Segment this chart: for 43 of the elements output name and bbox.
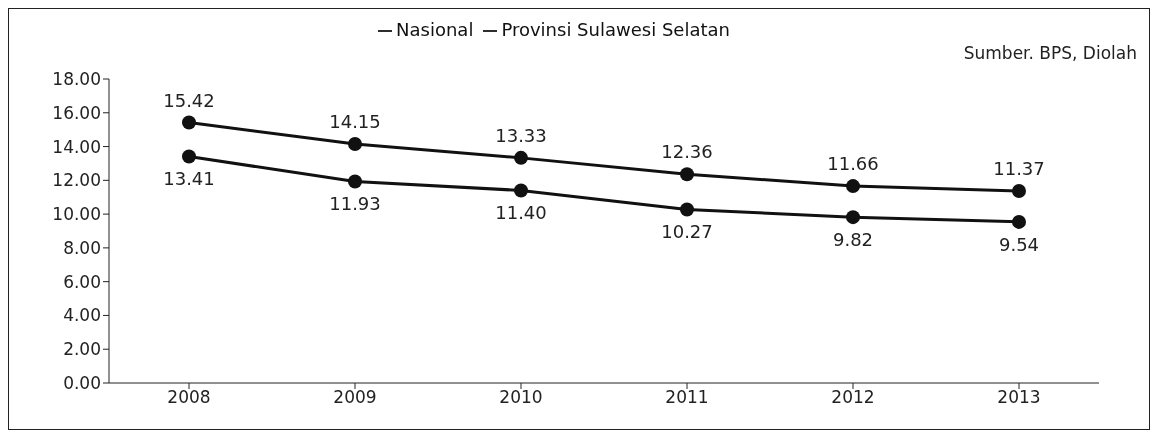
point xyxy=(514,150,528,165)
data-label: 11.40 xyxy=(495,202,547,224)
data-label: 11.93 xyxy=(329,193,381,215)
data-label: 14.15 xyxy=(329,111,381,133)
point xyxy=(846,179,860,194)
y-tick-label: 14.00 xyxy=(52,136,101,157)
data-label: 13.33 xyxy=(495,124,547,146)
x-tick-label: 2008 xyxy=(167,387,211,408)
data-label: 13.41 xyxy=(163,168,215,190)
data-label: 9.54 xyxy=(998,233,1040,255)
y-tick-label: 4.00 xyxy=(63,305,101,326)
y-tick-label: 16.00 xyxy=(52,102,101,123)
point xyxy=(348,137,362,152)
data-label: 12.36 xyxy=(661,141,713,163)
y-tick-label: 2.00 xyxy=(63,339,101,360)
point xyxy=(514,183,528,198)
data-label: 9.82 xyxy=(832,228,874,250)
data-label: 15.42 xyxy=(163,89,215,111)
x-tick-label: 2009 xyxy=(333,387,377,408)
y-tick-label: 8.00 xyxy=(63,237,101,258)
data-label: 11.37 xyxy=(993,157,1045,179)
legend-label: Provinsi Sulawesi Selatan xyxy=(501,19,730,40)
point xyxy=(846,210,860,225)
data-label: 10.27 xyxy=(661,221,713,243)
point xyxy=(182,149,196,164)
y-tick-label: 18.00 xyxy=(52,69,101,90)
x-tick-label: 2013 xyxy=(997,387,1041,408)
y-tick-label: 10.00 xyxy=(52,204,101,225)
y-tick-label: 0.00 xyxy=(63,373,101,394)
x-tick-label: 2010 xyxy=(499,387,543,408)
x-tick-label: 2011 xyxy=(665,387,709,408)
text: Sumber. BPS, Diolah xyxy=(963,43,1137,63)
point xyxy=(1012,214,1026,229)
point xyxy=(1012,183,1026,198)
point xyxy=(348,174,362,189)
point xyxy=(680,202,694,217)
point xyxy=(680,167,694,182)
point xyxy=(182,115,196,130)
legend-label: Nasional xyxy=(396,19,474,40)
y-tick-label: 6.00 xyxy=(63,271,101,292)
y-tick-label: 12.00 xyxy=(52,170,101,191)
x-tick-label: 2012 xyxy=(831,387,875,408)
data-label: 11.66 xyxy=(827,153,879,175)
